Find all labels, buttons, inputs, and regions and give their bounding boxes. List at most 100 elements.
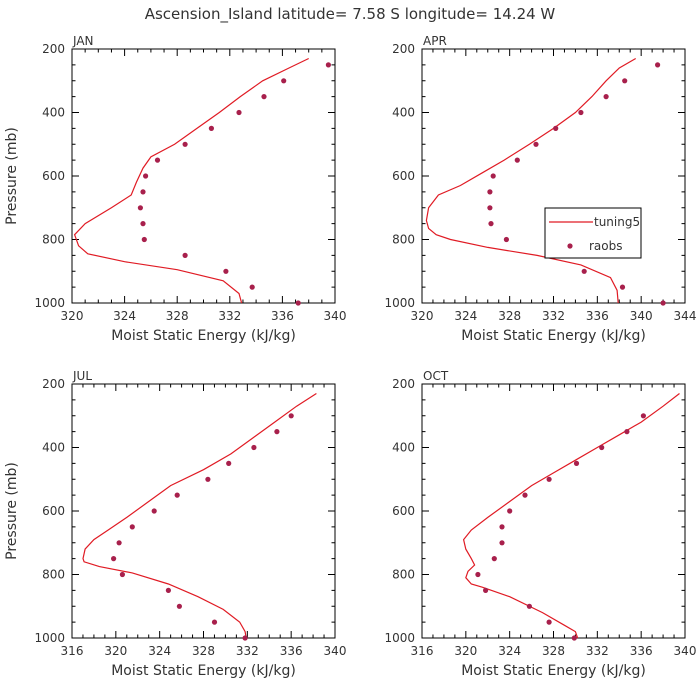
y-tick-label: 200 <box>392 377 415 391</box>
data-point-raobs <box>211 619 218 625</box>
legend: tuning5 raobs <box>544 207 642 259</box>
series-line-tuning5 <box>425 57 637 304</box>
x-tick-label: 340 <box>674 644 697 658</box>
y-tick-label: 200 <box>42 42 65 56</box>
x-tick-label: 340 <box>324 309 347 323</box>
data-point-raobs <box>490 173 496 179</box>
chart-panels: JAN 320 324 328 332 336 340 200 400 600 800 1000 Moi… <box>4 34 696 679</box>
data-point-raobs <box>261 94 267 100</box>
data-point-raobs <box>622 78 628 84</box>
data-point-raobs <box>140 189 146 195</box>
plot-frame <box>421 383 686 639</box>
x-tick-label: 332 <box>542 309 565 323</box>
data-point-raobs <box>526 603 533 609</box>
data-point-raobs <box>499 524 505 530</box>
y-tick-label: 1000 <box>384 631 415 645</box>
x-tick-label: 324 <box>148 644 171 658</box>
x-tick-label: 316 <box>61 644 84 658</box>
data-point-raobs <box>499 540 505 546</box>
data-point-raobs <box>325 62 331 68</box>
y-axis-label: Pressure (mb) <box>4 127 20 225</box>
data-point-raobs <box>182 141 188 147</box>
data-point-raobs <box>603 94 609 100</box>
data-point-raobs <box>208 125 214 131</box>
x-tick-label: 324 <box>498 644 521 658</box>
x-tick-label: 328 <box>192 644 215 658</box>
data-point-raobs <box>288 413 294 419</box>
data-point-raobs <box>573 460 580 466</box>
x-tick-label: 332 <box>236 644 259 658</box>
data-point-raobs <box>137 205 143 211</box>
data-point-raobs <box>236 109 242 116</box>
data-point-raobs <box>533 141 539 147</box>
data-point-raobs <box>475 571 481 578</box>
data-point-raobs <box>553 125 559 131</box>
data-point-raobs <box>165 587 171 594</box>
x-tick-label: 340 <box>324 644 347 658</box>
data-point-raobs <box>522 492 528 498</box>
x-tick-label: 328 <box>498 309 521 323</box>
x-axis-label: Moist Static Energy (kJ/kg) <box>111 328 296 344</box>
data-point-raobs <box>546 619 552 625</box>
data-point-raobs <box>143 173 149 179</box>
data-point-raobs <box>514 157 520 163</box>
panel-title: JAN <box>72 34 94 48</box>
series-line-tuning5 <box>82 392 317 639</box>
panel-title: APR <box>423 34 447 48</box>
panel-apr: APR 320 324 328 332 336 340 344 200 400 600 800 1000… <box>384 34 696 344</box>
x-axis-label: Moist Static Energy (kJ/kg) <box>461 663 646 679</box>
x-tick-label: 324 <box>113 309 136 323</box>
data-point-raobs <box>295 300 301 306</box>
x-tick-label: 340 <box>630 309 653 323</box>
y-tick-label: 600 <box>392 169 415 183</box>
data-point-raobs <box>176 603 182 609</box>
data-point-raobs <box>487 205 493 211</box>
panel-jul: JUL 316 320 324 328 332 336 340 200 400 600 800 1000… <box>4 369 346 679</box>
figure-title: Ascension_Island latitude= 7.58 S longit… <box>145 5 556 24</box>
data-point-raobs <box>226 460 232 466</box>
y-tick-label: 400 <box>42 106 65 120</box>
x-axis-label: Moist Static Energy (kJ/kg) <box>111 663 296 679</box>
data-point-raobs <box>491 556 497 562</box>
data-point-raobs <box>281 78 287 84</box>
panel-oct: OCT 316 320 324 328 332 336 340 200 400 600 800 1000… <box>384 369 696 679</box>
legend-dot-raobs <box>567 243 573 249</box>
data-point-raobs <box>640 413 647 419</box>
data-point-raobs <box>599 444 605 451</box>
y-tick-label: 600 <box>392 504 415 518</box>
x-tick-label: 332 <box>218 309 241 323</box>
data-point-raobs <box>249 284 255 290</box>
y-tick-label: 400 <box>392 441 415 455</box>
x-tick-label: 328 <box>166 309 189 323</box>
x-tick-label: 328 <box>542 644 565 658</box>
y-axis-label: Pressure (mb) <box>4 462 20 560</box>
x-tick-label: 320 <box>411 309 434 323</box>
x-axis-label: Moist Static Energy (kJ/kg) <box>461 328 646 344</box>
data-point-raobs <box>151 508 157 514</box>
y-tick-label: 1000 <box>384 296 415 310</box>
y-tick-label: 400 <box>42 441 65 455</box>
x-tick-label: 320 <box>61 309 84 323</box>
y-tick-label: 1000 <box>34 296 65 310</box>
y-tick-label: 800 <box>42 568 65 582</box>
y-tick-label: 200 <box>42 377 65 391</box>
data-point-raobs <box>174 492 180 498</box>
data-point-raobs <box>546 476 552 482</box>
series-line-tuning5 <box>462 393 680 639</box>
x-tick-label: 320 <box>104 644 127 658</box>
data-point-raobs <box>578 109 584 116</box>
plot-frame <box>71 48 336 304</box>
series-line-tuning5 <box>73 57 309 304</box>
data-point-raobs <box>111 556 117 562</box>
x-tick-label: 336 <box>586 309 609 323</box>
data-point-raobs <box>483 587 489 594</box>
panel-jan: JAN 320 324 328 332 336 340 200 400 600 800 1000 Moi… <box>4 34 346 344</box>
y-tick-label: 800 <box>42 233 65 247</box>
x-tick-label: 336 <box>280 644 303 658</box>
x-tick-label: 332 <box>586 644 609 658</box>
plot-frame <box>421 48 686 304</box>
panel-title: JUL <box>72 369 92 383</box>
legend-box <box>544 207 642 259</box>
data-point-raobs <box>488 221 494 227</box>
